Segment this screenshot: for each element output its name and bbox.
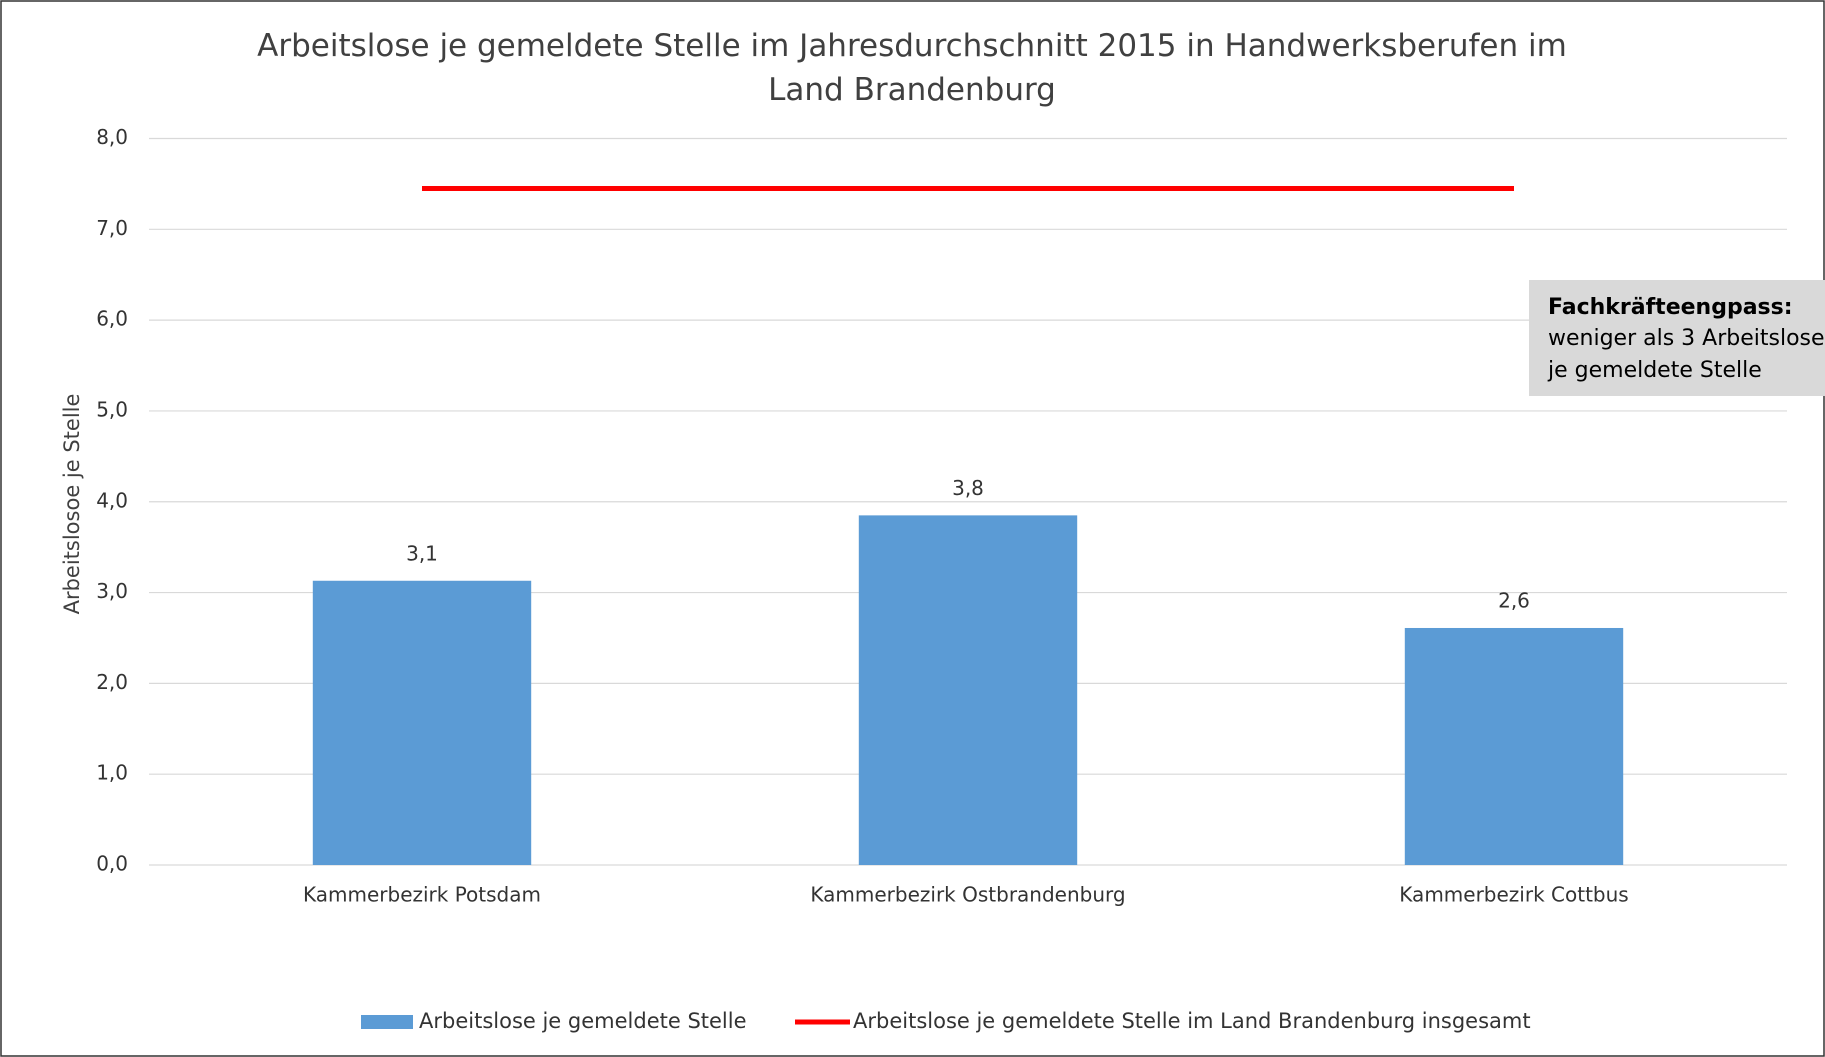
y-tick-label: 5,0 (96, 397, 128, 421)
legend-swatch (361, 1015, 413, 1029)
bar (858, 515, 1078, 865)
chart-title: Arbeitslose je gemeldete Stelle im Jahre… (257, 28, 1567, 108)
y-tick-label: 3,0 (96, 579, 128, 603)
x-tick-label: Kammerbezirk Potsdam (303, 883, 541, 907)
data-label: 2,6 (1498, 588, 1530, 612)
data-label: 3,8 (952, 476, 984, 500)
bar (1404, 627, 1624, 865)
y-tick-label: 2,0 (96, 670, 128, 694)
legend-label: Arbeitslose je gemeldete Stelle im Land … (853, 1009, 1531, 1033)
data-label: 3,1 (406, 541, 438, 565)
y-tick-label: 6,0 (96, 307, 128, 331)
annotation-text: weniger als 3 Arbeitslose (1548, 326, 1825, 351)
y-tick-label: 8,0 (96, 125, 128, 149)
annotation-text: je gemeldete Stelle (1547, 358, 1762, 383)
bar (312, 580, 532, 865)
x-tick-label: Kammerbezirk Cottbus (1399, 883, 1628, 907)
y-tick-label: 7,0 (96, 216, 128, 240)
y-tick-label: 4,0 (96, 488, 128, 512)
legend-label: Arbeitslose je gemeldete Stelle (419, 1009, 747, 1033)
annotation-box (1529, 280, 1825, 396)
y-tick-label: 0,0 (96, 852, 128, 876)
x-tick-label: Kammerbezirk Ostbrandenburg (810, 883, 1125, 907)
y-tick-label: 1,0 (96, 761, 128, 785)
y-axis-label: Arbeitslosoe je Stelle (60, 394, 84, 615)
annotation-heading: Fachkräfteengpass: (1548, 295, 1793, 320)
